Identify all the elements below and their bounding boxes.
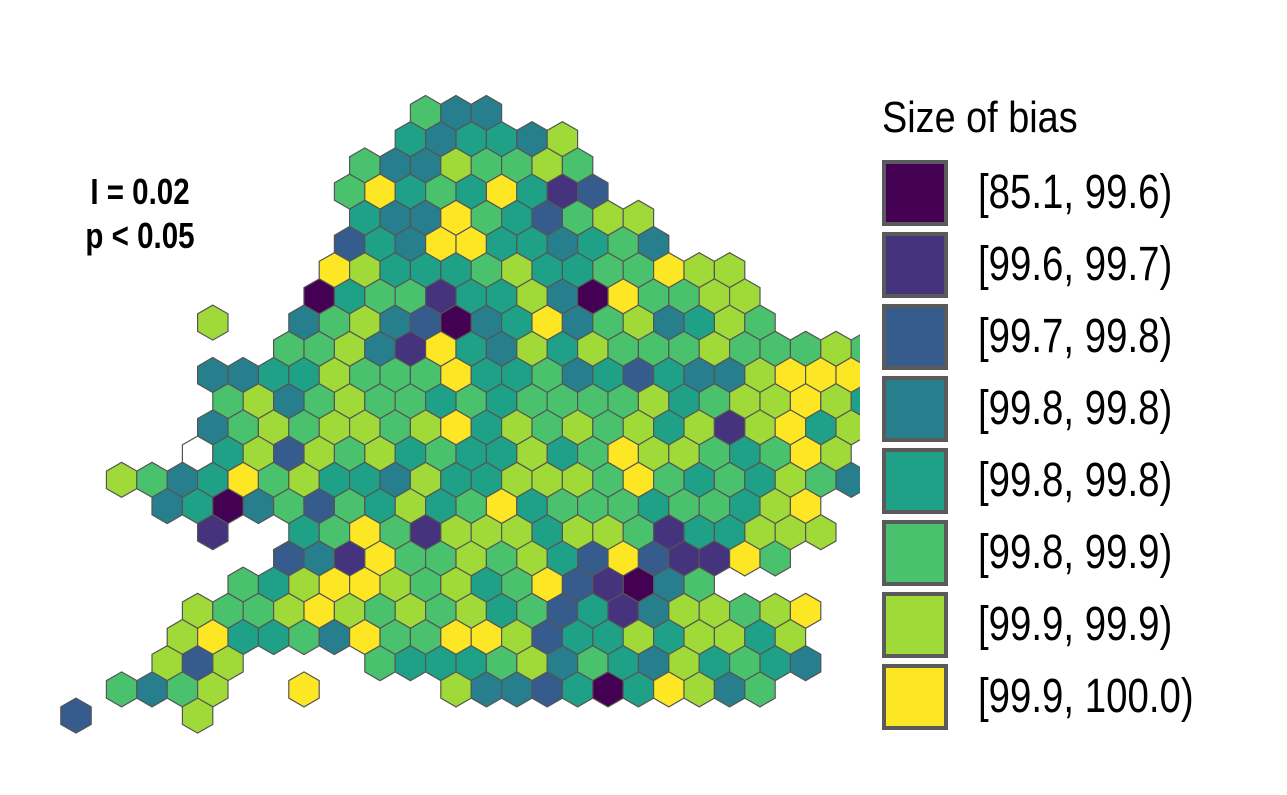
legend-label-7: [99.9, 99.9) xyxy=(978,598,1173,651)
legend-swatch-2 xyxy=(882,232,948,298)
hex-cell xyxy=(60,697,92,734)
hex-cell xyxy=(804,514,837,551)
legend-label-8: [99.9, 100.0) xyxy=(978,670,1194,723)
hex-cell xyxy=(105,671,138,708)
legend-label-1: [85.1, 99.6) xyxy=(978,166,1173,219)
legend-label-4: [99.8, 99.8) xyxy=(978,382,1173,435)
legend-title: Size of bias xyxy=(882,93,1078,142)
hex-cell xyxy=(850,334,860,364)
hex-cell xyxy=(288,671,320,708)
legend-swatch-7 xyxy=(882,592,948,658)
legend: Size of bias [85.1, 99.6) [99.6, 99.7) [… xyxy=(880,88,1280,730)
hex-cell xyxy=(759,540,792,577)
hex-cell xyxy=(789,645,822,682)
hex-map xyxy=(60,94,860,734)
legend-label-2: [99.6, 99.7) xyxy=(978,238,1173,291)
legend-swatch-6 xyxy=(882,520,948,586)
hex-cell xyxy=(181,697,214,734)
hex-cell xyxy=(744,671,776,708)
hex-cell xyxy=(850,386,860,416)
moran-statistic: I = 0.02 p < 0.05 xyxy=(40,170,240,258)
hex-cell xyxy=(197,514,229,551)
legend-label-5: [99.8, 99.8) xyxy=(978,454,1173,507)
hex-cell xyxy=(105,461,138,498)
legend-label-3: [99.7, 99.8) xyxy=(978,310,1173,363)
legend-swatch-5 xyxy=(882,448,948,514)
legend-swatch-1 xyxy=(882,160,948,226)
moran-i-value: I = 0.02 xyxy=(90,171,190,212)
hex-cell xyxy=(835,461,860,498)
legend-swatch-3 xyxy=(882,304,948,370)
p-value: p < 0.05 xyxy=(85,215,195,256)
legend-swatch-8 xyxy=(882,664,948,730)
hex-cell xyxy=(197,304,229,341)
legend-swatch-4 xyxy=(882,376,948,442)
legend-label-6: [99.8, 99.9) xyxy=(978,526,1173,579)
